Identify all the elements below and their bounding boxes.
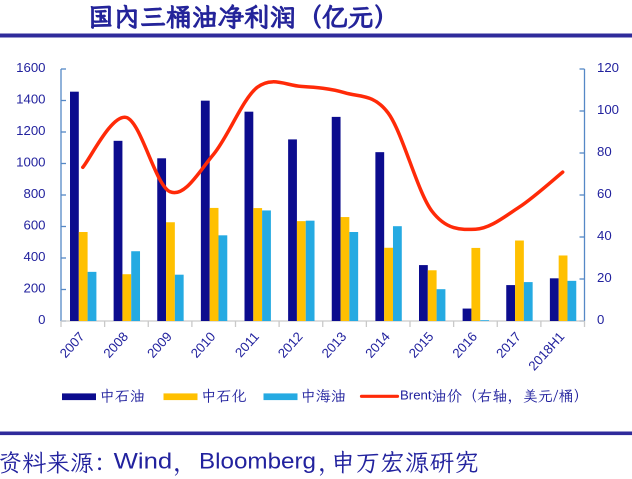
svg-text:1000: 1000 [16,155,45,170]
svg-text:1600: 1600 [16,60,45,75]
svg-text:100: 100 [597,102,619,117]
svg-text:Brent: Brent [400,388,432,403]
svg-text:1200: 1200 [16,123,45,138]
svg-text:120: 120 [597,60,619,75]
svg-text:400: 400 [23,249,45,264]
svg-text:800: 800 [23,186,45,201]
svg-text:200: 200 [23,281,45,296]
svg-text:80: 80 [597,144,612,159]
svg-text:0: 0 [38,312,45,327]
svg-text:60: 60 [597,186,612,201]
svg-text:600: 600 [23,218,45,233]
svg-text:Bloomberg: Bloomberg [199,449,316,474]
svg-text:1400: 1400 [16,92,45,107]
svg-text:20: 20 [597,270,612,285]
svg-text:40: 40 [597,228,612,243]
svg-text:0: 0 [597,312,604,327]
svg-text:Wind: Wind [114,449,173,474]
